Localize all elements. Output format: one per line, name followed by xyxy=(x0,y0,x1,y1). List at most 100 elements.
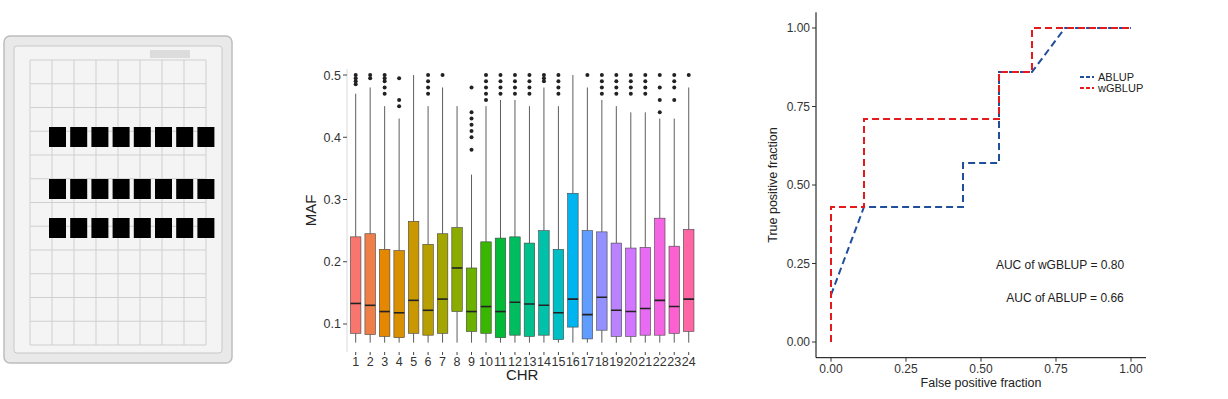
outlier xyxy=(643,92,647,96)
y-axis-title: MAF xyxy=(302,195,319,227)
x-tick-label: 20 xyxy=(624,355,638,369)
outlier xyxy=(672,73,676,77)
outlier xyxy=(383,79,387,83)
median xyxy=(626,311,637,313)
x-tick-label: 24 xyxy=(682,355,696,369)
upper-whisker xyxy=(514,100,515,237)
plate-well-black xyxy=(70,179,87,199)
upper-whisker xyxy=(572,75,573,193)
median xyxy=(379,311,390,313)
outlier xyxy=(614,79,618,83)
upper-whisker xyxy=(413,75,414,221)
median xyxy=(495,311,506,313)
lower-whisker xyxy=(688,331,689,342)
lower-whisker xyxy=(442,333,443,342)
outlier xyxy=(513,79,517,83)
y-tick xyxy=(343,137,347,138)
outlier xyxy=(470,135,474,139)
median xyxy=(408,300,419,302)
x-tick-label: 0.00 xyxy=(819,362,843,376)
lower-whisker xyxy=(659,335,660,342)
box xyxy=(510,237,521,335)
x-tick-label: 17 xyxy=(580,355,594,369)
lower-whisker xyxy=(601,330,602,342)
outlier xyxy=(658,73,662,77)
lower-whisker xyxy=(457,312,458,343)
x-tick-label: 8 xyxy=(454,355,461,369)
outlier xyxy=(672,98,676,102)
outlier xyxy=(484,92,488,96)
box xyxy=(669,246,680,333)
x-tick-label: 5 xyxy=(410,355,417,369)
outlier xyxy=(643,73,647,77)
y-tick-label: 0.50 xyxy=(787,178,811,192)
box xyxy=(495,238,506,338)
outlier xyxy=(426,73,430,77)
x-tick-label: 7 xyxy=(439,355,446,369)
median xyxy=(510,301,521,303)
lower-whisker xyxy=(543,335,544,342)
x-tick-label: 4 xyxy=(396,355,403,369)
plate-well-black xyxy=(70,127,87,147)
plate-well-black xyxy=(70,218,87,238)
outlier xyxy=(484,79,488,83)
lower-whisker xyxy=(572,327,573,343)
lower-whisker xyxy=(630,336,631,342)
x-tick-label: 23 xyxy=(667,355,681,369)
y-tick xyxy=(343,323,347,324)
outlier xyxy=(600,92,604,96)
outlier xyxy=(470,110,474,114)
y-tick-label: 0.1 xyxy=(324,317,341,331)
y-tick xyxy=(812,106,816,107)
lower-whisker xyxy=(399,338,400,343)
x-tick-label: 1 xyxy=(352,355,359,369)
plate-grid xyxy=(30,60,206,61)
outlier xyxy=(658,85,662,89)
lower-whisker xyxy=(486,333,487,342)
median xyxy=(582,314,593,316)
plate-well-black xyxy=(176,218,193,238)
upper-whisker xyxy=(486,106,487,242)
upper-whisker xyxy=(587,87,588,230)
outlier xyxy=(629,85,633,89)
roc-line xyxy=(831,28,1131,295)
plate-well-black xyxy=(49,127,66,147)
outlier xyxy=(672,85,676,89)
outlier xyxy=(643,79,647,83)
box xyxy=(626,248,637,336)
figure: 0.10.20.30.40.51234567891011121314151617… xyxy=(0,0,1228,399)
lower-whisker xyxy=(514,335,515,342)
legend-label: wGBLUP xyxy=(1097,82,1143,94)
outlier xyxy=(527,73,531,77)
x-tick-label: 15 xyxy=(551,355,565,369)
upper-whisker xyxy=(529,106,530,243)
x-tick-label: 10 xyxy=(479,355,493,369)
box xyxy=(553,249,564,339)
upper-whisker xyxy=(558,106,559,249)
outlier xyxy=(470,117,474,121)
y-tick-label: 1.00 xyxy=(787,21,811,35)
x-tick-label: 2 xyxy=(367,355,374,369)
x-axis-title: False positive fraction xyxy=(921,376,1042,390)
lower-whisker xyxy=(471,331,472,342)
box xyxy=(452,228,463,312)
lower-whisker xyxy=(384,336,385,342)
y-tick-label: 0.4 xyxy=(324,131,341,145)
lower-whisker xyxy=(558,340,559,343)
plate-grid xyxy=(30,202,206,203)
plate-well-black xyxy=(91,218,108,238)
median xyxy=(466,311,477,313)
outlier xyxy=(397,98,401,102)
box xyxy=(611,243,622,336)
boxplot-chart: 0.10.20.30.40.51234567891011121314151617… xyxy=(302,69,696,383)
median xyxy=(365,305,376,307)
outlier xyxy=(498,79,502,83)
outlier xyxy=(354,82,358,86)
plate-well-black xyxy=(49,218,66,238)
plate-well-black xyxy=(49,179,66,199)
median xyxy=(524,303,535,305)
y-tick xyxy=(812,185,816,186)
outlier xyxy=(426,92,430,96)
y-tick xyxy=(343,75,347,76)
outlier xyxy=(643,85,647,89)
